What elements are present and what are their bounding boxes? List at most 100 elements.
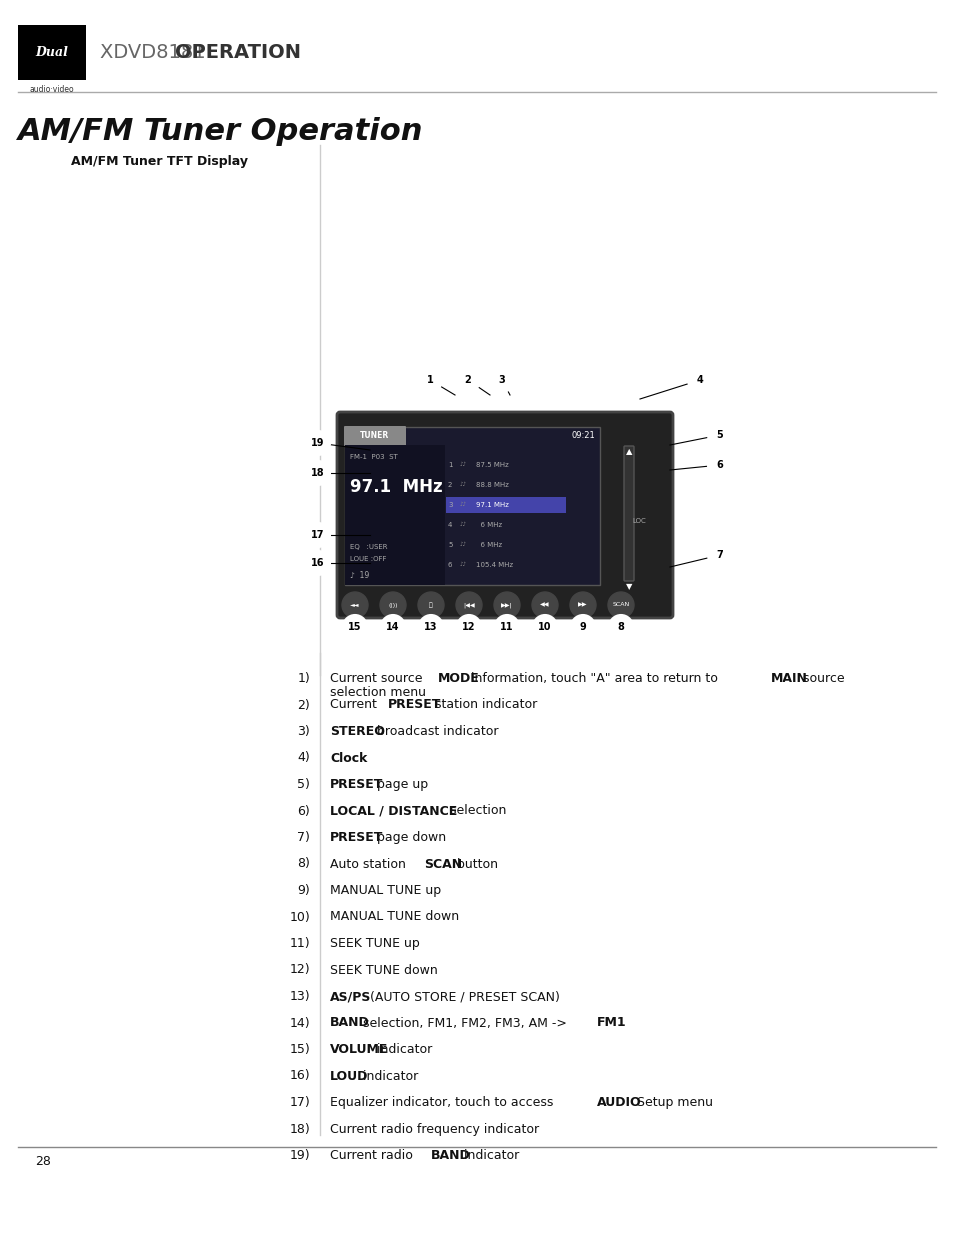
Text: 09:21: 09:21 — [571, 431, 595, 441]
Circle shape — [687, 368, 711, 391]
Circle shape — [494, 592, 519, 618]
FancyBboxPatch shape — [18, 25, 86, 80]
Text: AS/PS: AS/PS — [330, 990, 371, 1003]
Circle shape — [532, 592, 558, 618]
Circle shape — [306, 551, 330, 576]
Text: 8): 8) — [296, 857, 310, 871]
Text: 14): 14) — [289, 1016, 310, 1030]
Text: 6 MHz: 6 MHz — [476, 522, 501, 529]
FancyBboxPatch shape — [345, 427, 599, 585]
Circle shape — [418, 615, 442, 638]
Text: LOUD: LOUD — [330, 1070, 368, 1083]
Text: 12): 12) — [289, 963, 310, 977]
Text: 5: 5 — [448, 542, 452, 548]
Text: Auto station: Auto station — [330, 857, 410, 871]
Text: ♪♪: ♪♪ — [459, 522, 467, 527]
Text: 3: 3 — [498, 375, 505, 385]
Text: |◀◀: |◀◀ — [463, 603, 475, 608]
Text: ▶▶: ▶▶ — [578, 603, 587, 608]
Text: 4: 4 — [448, 522, 452, 529]
Circle shape — [306, 522, 330, 547]
Circle shape — [380, 615, 405, 638]
Circle shape — [417, 592, 443, 618]
Circle shape — [343, 615, 367, 638]
Text: page down: page down — [373, 831, 446, 844]
Text: 97.1  MHz: 97.1 MHz — [350, 478, 442, 496]
Text: LOUE :OFF: LOUE :OFF — [350, 556, 386, 562]
Text: ♪♪: ♪♪ — [459, 562, 467, 568]
Text: 16: 16 — [311, 558, 324, 568]
Circle shape — [707, 453, 731, 477]
Circle shape — [571, 615, 595, 638]
Text: 18: 18 — [311, 468, 324, 478]
Text: LOCAL / DISTANCE: LOCAL / DISTANCE — [330, 804, 456, 818]
Text: Current radio frequency indicator: Current radio frequency indicator — [330, 1123, 538, 1135]
Text: 105.4 MHz: 105.4 MHz — [476, 562, 513, 568]
Text: FM1: FM1 — [597, 1016, 626, 1030]
Text: source: source — [799, 672, 844, 685]
Text: 1): 1) — [297, 672, 310, 685]
Circle shape — [456, 615, 480, 638]
Text: 15: 15 — [348, 622, 361, 632]
Text: 8: 8 — [617, 622, 624, 632]
Text: ♪♪: ♪♪ — [459, 503, 467, 508]
Text: MAIN: MAIN — [770, 672, 806, 685]
FancyBboxPatch shape — [336, 412, 672, 618]
Text: 5: 5 — [716, 430, 722, 440]
Text: ♪♪: ♪♪ — [459, 542, 467, 547]
Text: AUDIO: AUDIO — [597, 1095, 641, 1109]
Text: 13): 13) — [289, 990, 310, 1003]
Text: ♪♪: ♪♪ — [459, 462, 467, 468]
Text: (AUTO STORE / PRESET SCAN): (AUTO STORE / PRESET SCAN) — [366, 990, 559, 1003]
Circle shape — [607, 592, 634, 618]
Text: broadcast indicator: broadcast indicator — [373, 725, 498, 739]
Text: 19: 19 — [311, 438, 324, 448]
Text: 2: 2 — [448, 482, 452, 488]
Text: OPERATION: OPERATION — [174, 43, 301, 63]
Text: BAND: BAND — [330, 1016, 370, 1030]
Text: SEEK TUNE up: SEEK TUNE up — [330, 937, 419, 950]
Text: ▲: ▲ — [625, 447, 632, 457]
Text: Current: Current — [330, 699, 380, 711]
Text: indicator: indicator — [373, 1044, 432, 1056]
Text: Equalizer indicator, touch to access: Equalizer indicator, touch to access — [330, 1095, 557, 1109]
Text: 88.8 MHz: 88.8 MHz — [476, 482, 508, 488]
Circle shape — [306, 461, 330, 485]
Text: SCAN: SCAN — [612, 603, 629, 608]
Text: (()): (()) — [388, 603, 397, 608]
Text: PRESET: PRESET — [330, 831, 383, 844]
Text: 6 MHz: 6 MHz — [476, 542, 501, 548]
Text: 11: 11 — [499, 622, 514, 632]
Text: MANUAL TUNE down: MANUAL TUNE down — [330, 910, 458, 924]
Circle shape — [495, 615, 518, 638]
Text: 10): 10) — [289, 910, 310, 924]
Text: EQ   :USER: EQ :USER — [350, 543, 387, 550]
Text: station indicator: station indicator — [431, 699, 537, 711]
Text: 4: 4 — [696, 375, 702, 385]
Text: PRESET: PRESET — [387, 699, 440, 711]
Text: 6: 6 — [716, 459, 722, 471]
Text: AM/FM Tuner Operation: AM/FM Tuner Operation — [18, 117, 423, 146]
Circle shape — [707, 543, 731, 567]
Text: audio·video: audio·video — [30, 85, 74, 94]
Text: 97.1 MHz: 97.1 MHz — [476, 501, 508, 508]
Text: 7: 7 — [716, 550, 722, 559]
Text: 2): 2) — [297, 699, 310, 711]
FancyBboxPatch shape — [345, 445, 444, 585]
Text: indicator: indicator — [459, 1149, 518, 1162]
FancyBboxPatch shape — [623, 446, 634, 580]
Text: PRESET: PRESET — [330, 778, 383, 790]
Text: indicator: indicator — [358, 1070, 417, 1083]
Text: selection, FM1, FM2, FM3, AM ->: selection, FM1, FM2, FM3, AM -> — [358, 1016, 570, 1030]
Text: 1: 1 — [426, 375, 433, 385]
Text: ▶▶|: ▶▶| — [500, 603, 513, 608]
Text: page up: page up — [373, 778, 428, 790]
FancyBboxPatch shape — [446, 496, 565, 513]
Text: 17): 17) — [289, 1095, 310, 1109]
Text: ◄◄: ◄◄ — [350, 603, 359, 608]
FancyBboxPatch shape — [344, 426, 406, 446]
Text: 13: 13 — [424, 622, 437, 632]
Text: SEEK TUNE down: SEEK TUNE down — [330, 963, 437, 977]
Text: 🔑: 🔑 — [429, 603, 433, 608]
Text: 28: 28 — [35, 1155, 51, 1168]
